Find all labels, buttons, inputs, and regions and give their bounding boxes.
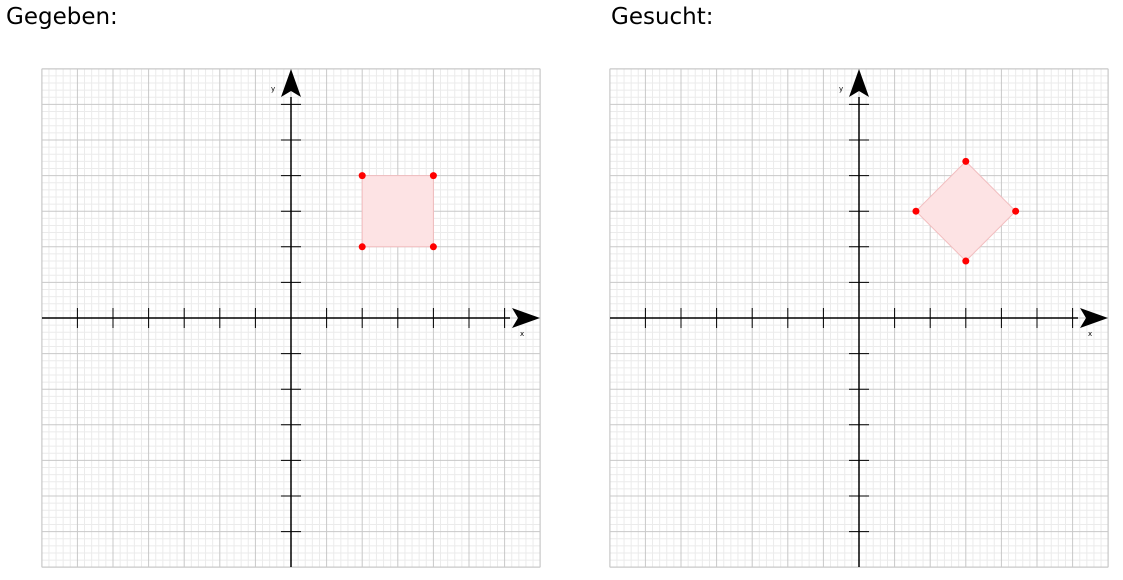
wanted-heading: Gesucht: bbox=[611, 4, 714, 30]
vertex-point bbox=[962, 257, 970, 265]
vertex-point bbox=[912, 207, 920, 215]
x-axis-arrow-icon bbox=[512, 308, 540, 328]
rotated-square-shape bbox=[915, 160, 1017, 262]
vertex-point bbox=[358, 243, 366, 251]
vertex-point bbox=[962, 157, 970, 165]
x-axis-arrow-icon bbox=[1080, 308, 1108, 328]
vertex-point bbox=[1012, 207, 1020, 215]
vertex-point bbox=[429, 172, 437, 180]
x-axis-label: x bbox=[520, 330, 524, 338]
vertex-point bbox=[358, 172, 366, 180]
y-axis-label: y bbox=[271, 85, 275, 93]
given-heading: Gegeben: bbox=[6, 4, 118, 30]
y-axis-label: y bbox=[839, 85, 843, 93]
y-axis-arrow-icon bbox=[281, 69, 301, 97]
y-axis-arrow-icon bbox=[849, 69, 869, 97]
vertex-point bbox=[429, 243, 437, 251]
x-axis-label: x bbox=[1088, 330, 1092, 338]
